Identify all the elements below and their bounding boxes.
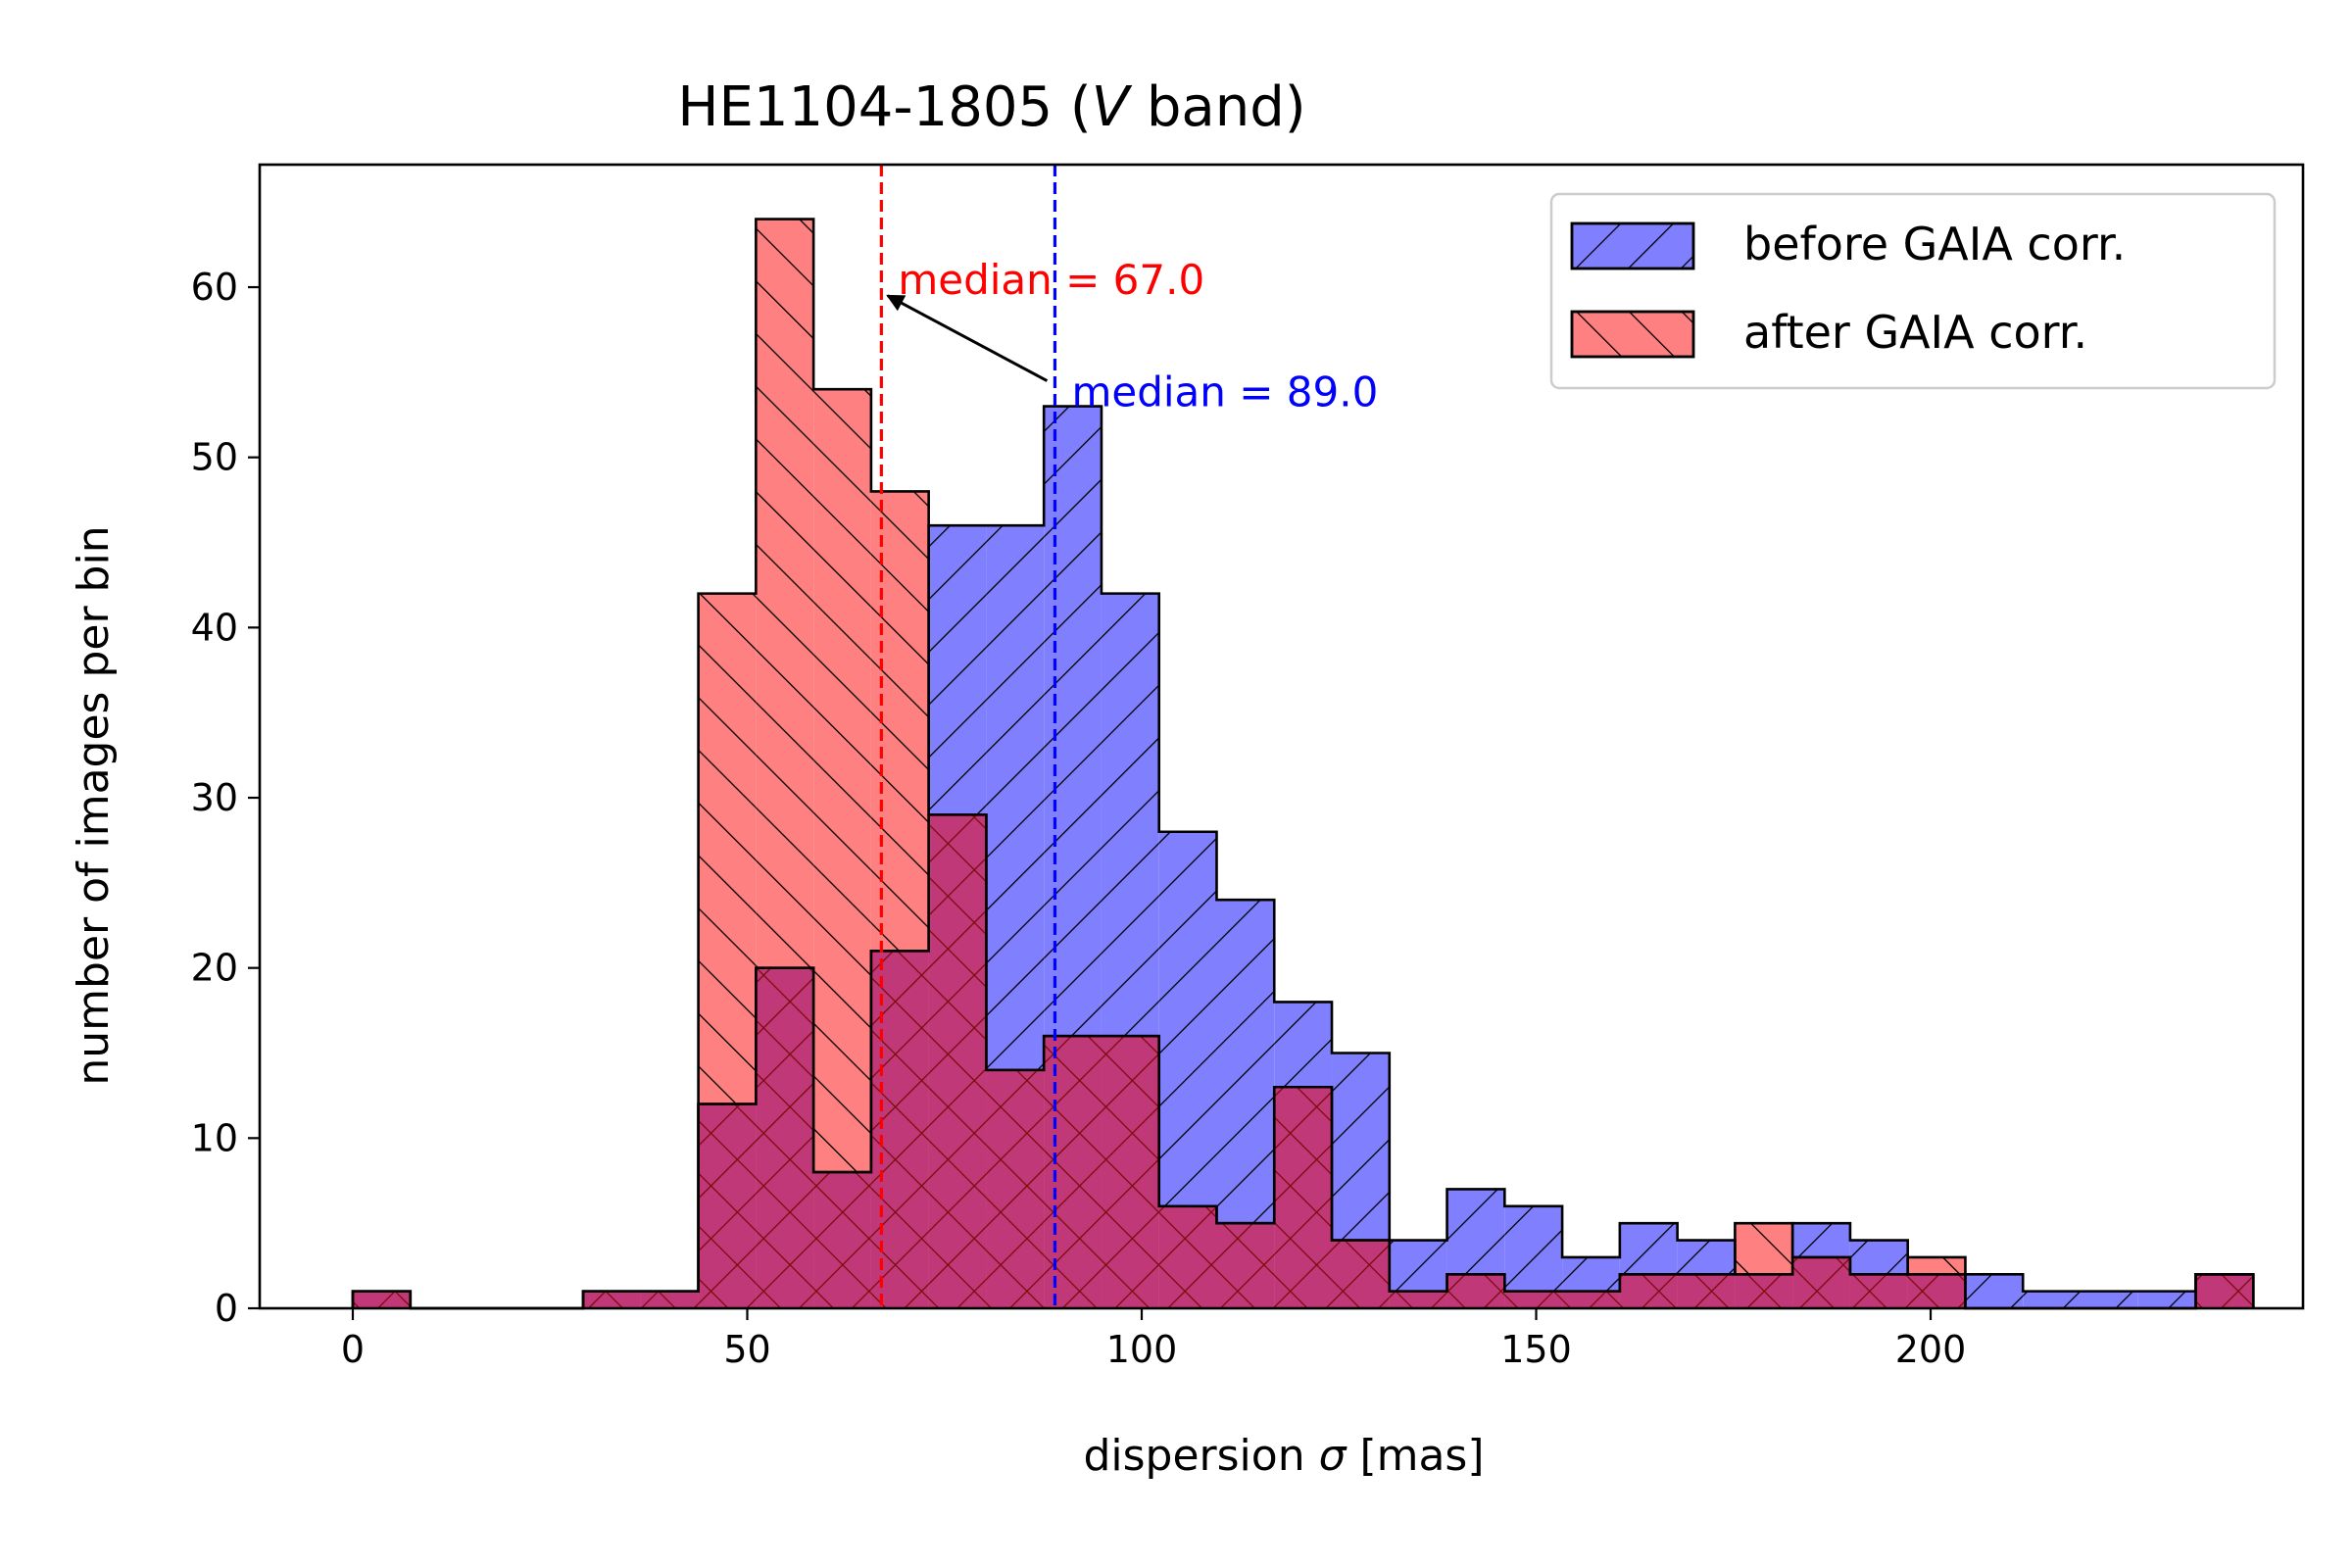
overlap-bar-hatch xyxy=(1562,1291,1620,1308)
x-axis-label: dispersion σ [mas] xyxy=(1083,1431,1484,1481)
legend-swatch-hatch xyxy=(1570,310,1695,359)
axes-frame xyxy=(258,163,2305,1310)
x-tick-label: 150 xyxy=(1500,1328,1572,1371)
overlap-bar-hatch xyxy=(1274,1087,1333,1308)
x-tick-label: 50 xyxy=(723,1328,770,1371)
overlap-bar-hatch xyxy=(1849,1274,1908,1308)
overlap-bar-hatch xyxy=(986,1069,1045,1308)
series-after-outline xyxy=(351,218,2255,1310)
median-label-after: median = 67.0 xyxy=(898,256,1204,304)
bar-hatch xyxy=(2023,1291,2081,1308)
overlap-bar-hatch xyxy=(640,1291,699,1308)
x-tick-label: 200 xyxy=(1895,1328,1967,1371)
overlap-bar-hatch xyxy=(1619,1274,1678,1308)
x-axis: 0 50 100 150 200 xyxy=(341,1308,1966,1371)
overlap-bar-hatch xyxy=(1792,1256,1850,1308)
y-axis-label: number of images per bin xyxy=(69,525,119,1085)
legend: before GAIA corr. after GAIA corr. xyxy=(1549,192,2277,390)
legend-box xyxy=(1549,192,2277,390)
overlap-bar-hatch xyxy=(813,1172,871,1308)
overlap-bar-hatch xyxy=(1158,1205,1217,1308)
plot-area: median = 67.0 median = 89.0 xyxy=(258,163,2305,1310)
overlap-bar-hatch xyxy=(1101,1036,1159,1308)
y-tick-label: 0 xyxy=(215,1287,238,1330)
y-tick-label: 20 xyxy=(191,947,238,990)
bar-hatch xyxy=(1965,1274,2024,1308)
median-label-before: median = 89.0 xyxy=(1071,368,1378,416)
y-tick-label: 10 xyxy=(191,1116,238,1159)
y-tick-label: 40 xyxy=(191,606,238,649)
overlap-bar-hatch xyxy=(2195,1274,2254,1308)
bar-hatch xyxy=(2137,1291,2196,1308)
y-tick-label: 60 xyxy=(191,266,238,309)
x-tick-label: 100 xyxy=(1106,1328,1178,1371)
overlap-bar-hatch xyxy=(698,1103,757,1308)
bar-hatch xyxy=(2080,1291,2138,1308)
median-shift-arrow xyxy=(886,294,1049,382)
overlap-bar-hatch xyxy=(583,1291,641,1308)
overlap-bar-hatch xyxy=(756,967,814,1308)
overlap-bar-hatch xyxy=(1677,1274,1736,1308)
overlap-bar-hatch xyxy=(1389,1291,1447,1308)
legend-label: after GAIA corr. xyxy=(1743,306,2087,359)
y-tick-label: 50 xyxy=(191,436,238,479)
overlap-bar-hatch xyxy=(1044,1036,1102,1308)
x-tick-label: 0 xyxy=(341,1328,365,1371)
overlap-bars xyxy=(352,814,2254,1308)
overlap-bar-hatch xyxy=(1735,1274,1793,1308)
overlap-bar-hatch xyxy=(1446,1274,1505,1308)
overlap-bar-hatch xyxy=(1216,1223,1275,1308)
y-tick-label: 30 xyxy=(191,776,238,819)
legend-swatch-hatch xyxy=(1570,221,1695,270)
overlap-bar-hatch xyxy=(870,951,929,1308)
bar-hatch xyxy=(813,389,871,1308)
overlap-bar-hatch xyxy=(352,1291,411,1308)
overlap-bar-hatch xyxy=(1907,1274,1966,1308)
overlap-bar-hatch xyxy=(928,814,987,1308)
y-axis: 0 10 20 30 40 50 60 xyxy=(191,266,260,1330)
chart-title: HE1104-1805 (V band) xyxy=(677,75,1305,139)
legend-label: before GAIA corr. xyxy=(1743,218,2126,270)
overlap-bar-hatch xyxy=(1504,1291,1563,1308)
overlap-bar-hatch xyxy=(1332,1240,1390,1308)
